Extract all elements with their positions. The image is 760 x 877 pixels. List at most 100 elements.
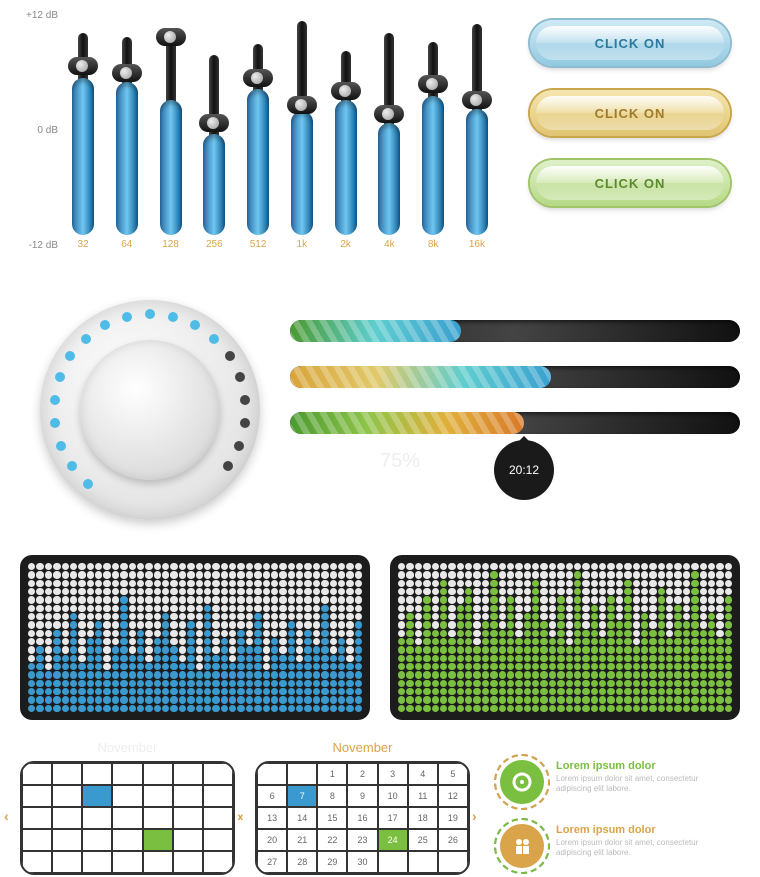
calendar-cell[interactable]: [112, 785, 142, 807]
calendar-cell[interactable]: 25: [408, 829, 438, 851]
eq-band-1k[interactable]: 1k: [289, 10, 315, 250]
calendar-cell[interactable]: [203, 851, 233, 873]
eq-slider-handle[interactable]: [374, 105, 404, 123]
eq-slider-handle[interactable]: [462, 91, 492, 109]
progress-bar-1[interactable]: [290, 320, 740, 342]
eq-band-256[interactable]: 256: [201, 10, 227, 250]
calendar-cell[interactable]: [203, 807, 233, 829]
eq-band-2k[interactable]: 2k: [333, 10, 359, 250]
calendar-cell[interactable]: 14: [287, 807, 317, 829]
calendar-prev-icon[interactable]: ‹: [239, 808, 253, 822]
eq-band-64[interactable]: 64: [114, 10, 140, 250]
click-on-button-2[interactable]: CLICK ON: [530, 90, 730, 136]
eq-slider-handle[interactable]: [243, 69, 273, 87]
calendar-cell[interactable]: [112, 763, 142, 785]
calendar-cell[interactable]: [378, 851, 408, 873]
calendar-cell[interactable]: [52, 785, 82, 807]
calendar-cell[interactable]: 5: [438, 763, 468, 785]
eq-slider-handle[interactable]: [418, 75, 448, 93]
eq-band-128[interactable]: 128: [158, 10, 184, 250]
calendar-cell[interactable]: 18: [408, 807, 438, 829]
calendar-cell[interactable]: [203, 763, 233, 785]
calendar-cell[interactable]: [22, 807, 52, 829]
progress-bar-3[interactable]: [290, 412, 740, 434]
eq-slider-handle[interactable]: [68, 57, 98, 75]
calendar-cell[interactable]: [52, 763, 82, 785]
click-on-button-1[interactable]: CLICK ON: [530, 20, 730, 66]
calendar-cell[interactable]: [82, 851, 112, 873]
calendar-cell[interactable]: 27: [257, 851, 287, 873]
calendar-cell[interactable]: 29: [317, 851, 347, 873]
progress-bar-2[interactable]: [290, 366, 740, 388]
calendar-cell[interactable]: [173, 829, 203, 851]
calendar-cell[interactable]: [112, 807, 142, 829]
calendar-cell[interactable]: [173, 807, 203, 829]
calendar-cell[interactable]: [143, 829, 173, 851]
calendar-cell[interactable]: [173, 763, 203, 785]
eq-band-16k[interactable]: 16k: [464, 10, 490, 250]
calendar-cell[interactable]: 4: [408, 763, 438, 785]
calendar-cell[interactable]: 21: [287, 829, 317, 851]
calendar-cell[interactable]: 23: [347, 829, 377, 851]
calendar-next-icon[interactable]: ›: [472, 808, 486, 822]
calendar-cell[interactable]: [52, 807, 82, 829]
calendar-cell[interactable]: [22, 763, 52, 785]
calendar-cell[interactable]: [22, 829, 52, 851]
calendar-cell[interactable]: [82, 829, 112, 851]
calendar-cell[interactable]: [52, 851, 82, 873]
calendar-cell[interactable]: [203, 829, 233, 851]
calendar-prev-icon[interactable]: ‹: [4, 808, 18, 822]
calendar-cell[interactable]: 28: [287, 851, 317, 873]
calendar-cell[interactable]: 3: [378, 763, 408, 785]
calendar-cell[interactable]: 15: [317, 807, 347, 829]
eq-slider-handle[interactable]: [331, 82, 361, 100]
calendar-cell[interactable]: [438, 851, 468, 873]
eq-band-8k[interactable]: 8k: [420, 10, 446, 250]
eq-slider-handle[interactable]: [199, 114, 229, 132]
calendar-cell[interactable]: [143, 851, 173, 873]
calendar-cell[interactable]: [173, 785, 203, 807]
calendar-cell[interactable]: 20: [257, 829, 287, 851]
eq-slider-handle[interactable]: [287, 96, 317, 114]
calendar-cell[interactable]: [257, 763, 287, 785]
calendar-cell[interactable]: 22: [317, 829, 347, 851]
calendar-cell[interactable]: [22, 785, 52, 807]
calendar-cell[interactable]: [82, 785, 112, 807]
calendar-cell[interactable]: 11: [408, 785, 438, 807]
eq-band-4k[interactable]: 4k: [376, 10, 402, 250]
calendar-cell[interactable]: 30: [347, 851, 377, 873]
calendar-cell[interactable]: 24: [378, 829, 408, 851]
calendar-cell[interactable]: [112, 851, 142, 873]
calendar-cell[interactable]: [52, 829, 82, 851]
eq-band-512[interactable]: 512: [245, 10, 271, 250]
calendar-cell[interactable]: [203, 785, 233, 807]
calendar-cell[interactable]: [112, 829, 142, 851]
calendar-cell[interactable]: [82, 763, 112, 785]
eq-slider-handle[interactable]: [156, 28, 186, 46]
calendar-cell[interactable]: 2: [347, 763, 377, 785]
calendar-cell[interactable]: 6: [257, 785, 287, 807]
eq-band-32[interactable]: 32: [70, 10, 96, 250]
calendar-cell[interactable]: 7: [287, 785, 317, 807]
calendar-cell[interactable]: [82, 807, 112, 829]
eq-slider-handle[interactable]: [112, 64, 142, 82]
calendar-cell[interactable]: 19: [438, 807, 468, 829]
calendar-cell[interactable]: [143, 763, 173, 785]
click-on-button-3[interactable]: CLICK ON: [530, 160, 730, 206]
calendar-cell[interactable]: [173, 851, 203, 873]
dial-knob[interactable]: [40, 300, 260, 520]
calendar-cell[interactable]: [143, 785, 173, 807]
calendar-cell[interactable]: 8: [317, 785, 347, 807]
calendar-cell[interactable]: 10: [378, 785, 408, 807]
calendar-cell[interactable]: 1: [317, 763, 347, 785]
calendar-cell[interactable]: 17: [378, 807, 408, 829]
calendar-cell[interactable]: [287, 763, 317, 785]
calendar-cell[interactable]: [408, 851, 438, 873]
calendar-cell[interactable]: 9: [347, 785, 377, 807]
calendar-cell[interactable]: 13: [257, 807, 287, 829]
calendar-cell[interactable]: 26: [438, 829, 468, 851]
calendar-cell[interactable]: 12: [438, 785, 468, 807]
calendar-cell[interactable]: [143, 807, 173, 829]
calendar-cell[interactable]: 16: [347, 807, 377, 829]
calendar-cell[interactable]: [22, 851, 52, 873]
